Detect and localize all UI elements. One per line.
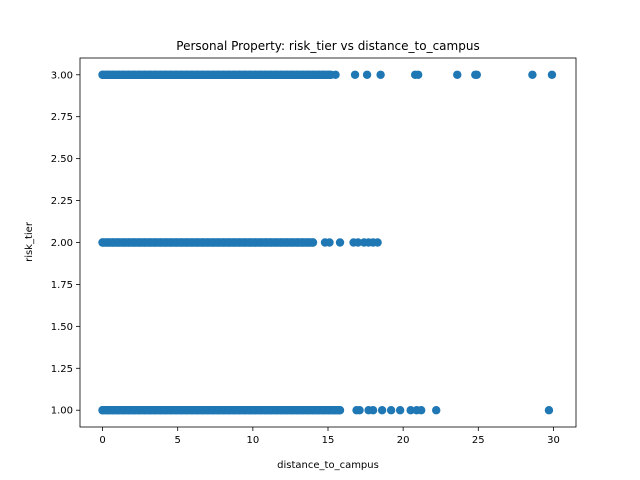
x-tick-label: 20 — [397, 435, 410, 446]
data-point — [368, 406, 378, 415]
data-point — [362, 70, 372, 79]
data-point — [547, 70, 557, 79]
y-tick-label: 1.00 — [51, 406, 73, 417]
chart-title: Personal Property: risk_tier vs distance… — [176, 39, 479, 53]
x-tick-label: 0 — [99, 435, 105, 446]
data-point — [335, 406, 344, 415]
points-layer — [98, 70, 557, 415]
x-tick-label: 5 — [175, 435, 181, 446]
data-point — [544, 406, 554, 415]
data-point — [355, 406, 364, 415]
plot-frame — [79, 57, 577, 428]
x-axis-label: distance_to_campus — [277, 460, 379, 471]
y-tick-label: 1.50 — [51, 322, 73, 333]
data-point — [413, 70, 423, 79]
data-point — [331, 70, 340, 79]
y-tick-label: 1.25 — [51, 364, 73, 375]
data-point — [377, 406, 387, 415]
y-tick-label: 2.75 — [51, 112, 73, 123]
data-point — [353, 238, 363, 247]
data-point — [325, 238, 334, 247]
data-point — [386, 406, 396, 415]
y-axis-label: risk_tier — [24, 221, 35, 262]
y-tick-label: 2.25 — [51, 196, 73, 207]
data-point — [406, 406, 415, 415]
data-point — [528, 70, 537, 79]
y-tick-label: 3.00 — [51, 70, 73, 81]
x-tick-label: 25 — [472, 435, 485, 446]
data-point — [308, 238, 318, 247]
data-point — [324, 70, 333, 79]
y-tick-label: 1.75 — [51, 280, 73, 291]
data-point — [453, 70, 462, 79]
axes-layer: 0 5 10 15 20 25 30 1.00 1.25 1.50 1.75 2.00 2.25 2.50… — [51, 70, 560, 446]
x-tick-label: 30 — [547, 435, 560, 446]
data-point — [432, 406, 441, 415]
data-point — [335, 238, 345, 247]
x-tick-label: 10 — [246, 435, 259, 446]
y-tick-label: 2.50 — [51, 154, 73, 165]
y-tick-label: 2.00 — [51, 238, 73, 249]
x-tick-label: 15 — [322, 435, 335, 446]
data-point — [472, 70, 481, 79]
data-point — [395, 406, 405, 415]
data-point — [373, 238, 382, 247]
data-point — [350, 70, 360, 79]
data-point — [416, 406, 426, 415]
data-point — [376, 70, 385, 79]
